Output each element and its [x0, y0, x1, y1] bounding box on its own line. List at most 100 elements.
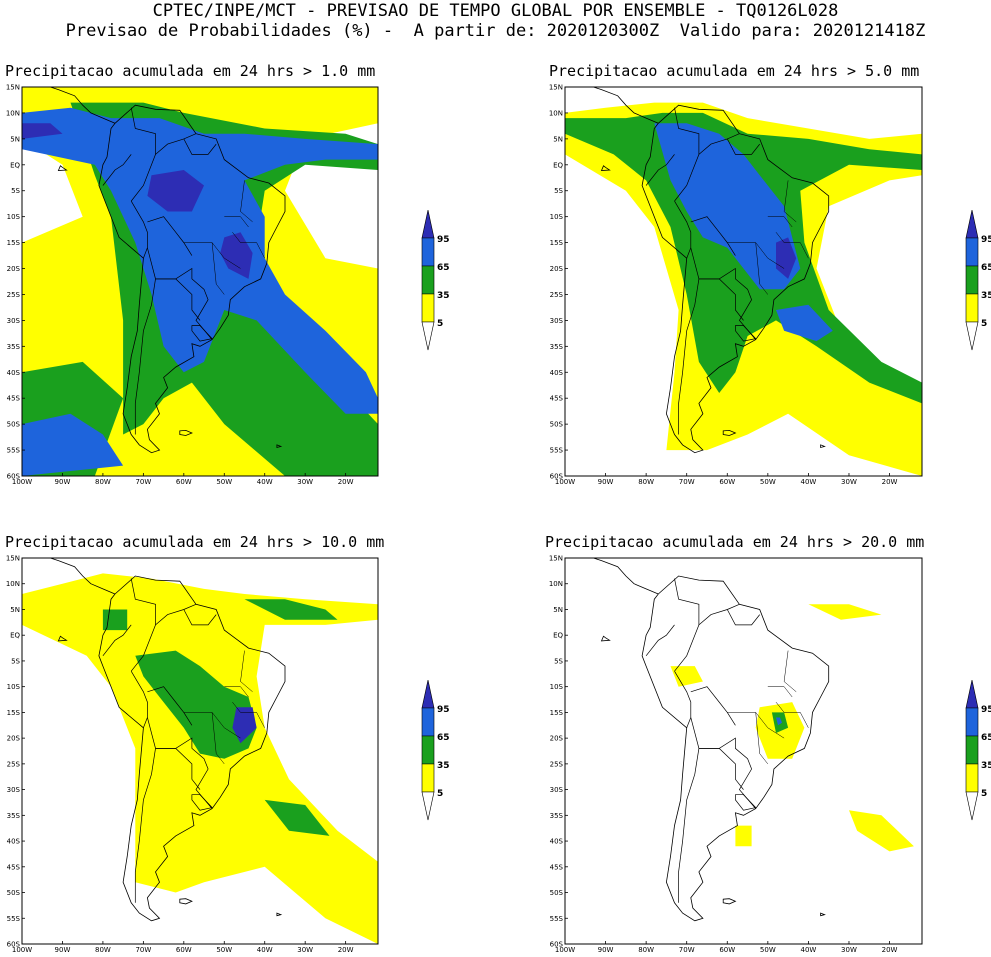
country-border: [155, 748, 201, 790]
island-outline: [722, 429, 737, 436]
map-svg: 15N 10N 5N EQ 5S 10S 15S 20S 25S 30S 35S 40S 45S 50S 5…: [6, 555, 379, 954]
country-border: [134, 278, 156, 435]
lon-label: 40W: [257, 946, 273, 954]
map-svg: 15N 10N 5N EQ 5S 10S 15S 20S 25S 30S 35S 40S 45S 50S 5…: [549, 555, 923, 954]
map-svg: 15N 10N 5N EQ 5S 10S 15S 20S 25S 30S 35S 40S 45S 50S 5…: [549, 84, 923, 486]
map-panel-3: 15N 10N 5N EQ 5S 10S 15S 20S 25S 30S 35S 40S 45S 50S 5…: [6, 555, 379, 954]
lat-label: 20S: [7, 265, 21, 273]
central-america-coast: [593, 87, 659, 124]
prob-area-65: [776, 304, 833, 342]
country-border: [674, 107, 700, 202]
lat-label: 15N: [549, 555, 563, 563]
map-panel-4: 15N 10N 5N EQ 5S 10S 15S 20S 25S 30S 35S 40S 45S 50S 5…: [549, 555, 923, 954]
lat-label: 35S: [7, 343, 21, 351]
state-border: [240, 650, 253, 692]
colorbar-label: 95: [981, 235, 991, 245]
lat-label: 10N: [549, 580, 563, 588]
lon-label: 100W: [555, 946, 575, 954]
lon-label: 40W: [257, 478, 273, 486]
country-border: [698, 267, 756, 340]
state-border: [755, 242, 768, 295]
lat-label: 20S: [550, 735, 564, 743]
coastline: [98, 575, 286, 922]
colorbar-segment: [965, 265, 979, 295]
lat-label: 25S: [550, 760, 564, 768]
colorbar-label: 95: [437, 705, 450, 715]
lat-label: 15S: [550, 709, 564, 717]
lat-label: 20S: [7, 735, 21, 743]
state-border: [727, 242, 785, 269]
prob-area-95: [776, 237, 797, 279]
lat-label: 45S: [550, 863, 564, 871]
map-panel-2: 15N 10N 5N EQ 5S 10S 15S 20S 25S 30S 35S 40S 45S 50S 5…: [549, 84, 923, 486]
colorbar-2: 95 65 35 5: [964, 209, 991, 355]
country-border: [143, 717, 148, 728]
lat-label: 15N: [6, 84, 20, 92]
state-border: [767, 686, 793, 698]
lat-label: 40S: [550, 369, 564, 377]
lat-label: 10S: [7, 213, 21, 221]
lon-label: 70W: [679, 478, 695, 486]
prob-area-65: [776, 717, 782, 726]
prob-area-65: [22, 413, 124, 476]
state-border: [783, 180, 797, 223]
panel-title-1: Precipitacao acumulada em 24 hrs > 1.0 m…: [5, 62, 376, 80]
colorbar-segment: [421, 679, 435, 709]
country-border: [130, 578, 156, 672]
colorbar-segment: [421, 209, 435, 239]
prob-area-35: [244, 599, 338, 620]
lon-label: 20W: [882, 478, 898, 486]
state-border: [232, 232, 265, 259]
lon-label: 70W: [679, 946, 695, 954]
colorbar-label: 65: [437, 263, 450, 273]
colorbar-segment: [965, 237, 979, 267]
colorbar-label: 5: [981, 789, 988, 799]
colorbar-svg: [421, 679, 435, 821]
lake-outline: [191, 794, 213, 811]
colorbar-label: 35: [437, 761, 450, 771]
prob-area-5: [22, 573, 378, 944]
lat-label: 60S: [7, 941, 21, 949]
state-border: [183, 242, 241, 269]
lat-label: 15N: [549, 84, 563, 92]
lat-label: 50S: [550, 889, 564, 897]
colorbar-4: 95 65 35 5: [964, 679, 991, 825]
colorbar-svg: [421, 209, 435, 351]
lon-label: 20W: [338, 478, 354, 486]
lat-label: 25S: [7, 760, 21, 768]
state-border: [755, 712, 768, 765]
colorbar-segment: [965, 763, 979, 793]
map-panel-1: 15N 10N 5N EQ 5S 10S 15S 20S 25S 30S 35S 40S 45S 50S 5…: [6, 84, 379, 486]
colorbar-label: 65: [981, 263, 991, 273]
island-outline: [57, 635, 68, 642]
colorbar-segment: [421, 265, 435, 295]
country-border: [678, 748, 700, 903]
lon-label: 60W: [719, 946, 735, 954]
lon-label: 50W: [216, 478, 232, 486]
country-border: [155, 133, 197, 155]
lake-outline: [191, 325, 213, 342]
prob-area-35: [264, 799, 330, 836]
colorbar-segment: [965, 293, 979, 323]
country-border: [726, 138, 760, 155]
colorbar-segment: [965, 321, 979, 351]
state-border: [783, 650, 797, 692]
coastline: [641, 104, 830, 454]
island-outline: [722, 898, 737, 905]
lat-label: 5S: [554, 657, 563, 665]
lat-label: 10S: [550, 683, 564, 691]
lat-label: 40S: [7, 369, 21, 377]
colorbar-svg: [965, 679, 979, 821]
island-outline: [600, 165, 611, 171]
figure-title-line1: CPTEC/INPE/MCT - PREVISAO DE TEMPO GLOBA…: [152, 1, 839, 21]
country-border: [183, 138, 217, 155]
lat-label: 5S: [11, 657, 20, 665]
prob-area-35: [135, 650, 257, 759]
lat-label: 25S: [7, 291, 21, 299]
lat-label: 30S: [7, 786, 21, 794]
lat-label: 30S: [550, 317, 564, 325]
lat-label: 45S: [7, 395, 21, 403]
country-border: [147, 216, 193, 256]
colorbar-segment: [965, 791, 979, 821]
lon-label: 100W: [12, 478, 32, 486]
